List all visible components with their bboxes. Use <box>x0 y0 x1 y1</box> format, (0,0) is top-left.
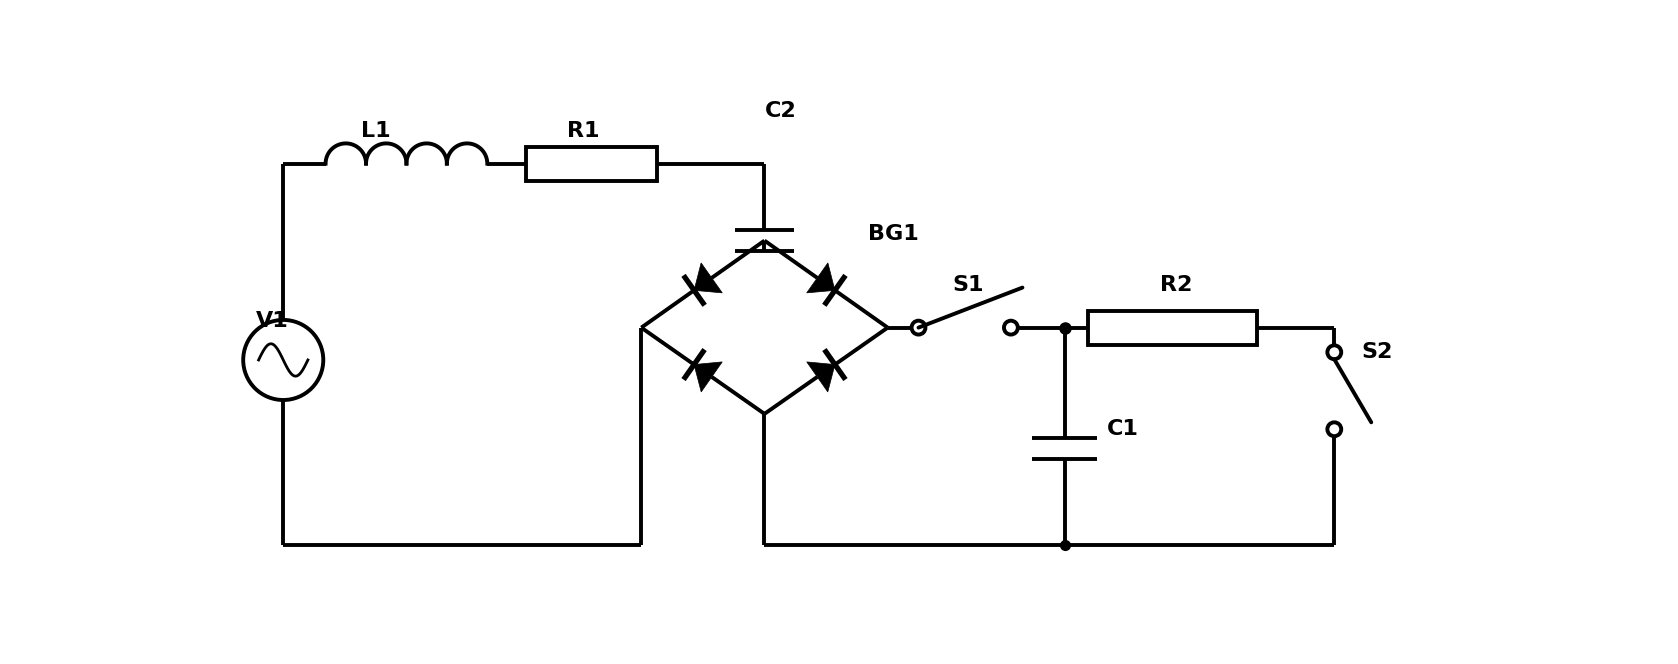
Polygon shape <box>695 362 722 392</box>
Text: R2: R2 <box>1159 274 1193 295</box>
Text: S1: S1 <box>953 274 985 295</box>
Polygon shape <box>807 362 836 392</box>
Polygon shape <box>807 263 836 293</box>
Text: V1: V1 <box>257 311 289 331</box>
Text: L1: L1 <box>361 120 391 141</box>
Text: C2: C2 <box>765 101 797 122</box>
Bar <box>1087 311 1257 345</box>
Circle shape <box>1327 345 1341 359</box>
Circle shape <box>1327 422 1341 436</box>
Text: BG1: BG1 <box>869 224 920 244</box>
Text: S2: S2 <box>1361 342 1393 363</box>
Text: R1: R1 <box>567 120 599 141</box>
Circle shape <box>911 321 926 335</box>
Bar <box>525 147 656 181</box>
Text: C1: C1 <box>1107 419 1139 440</box>
Circle shape <box>1003 321 1019 335</box>
Polygon shape <box>695 263 722 293</box>
